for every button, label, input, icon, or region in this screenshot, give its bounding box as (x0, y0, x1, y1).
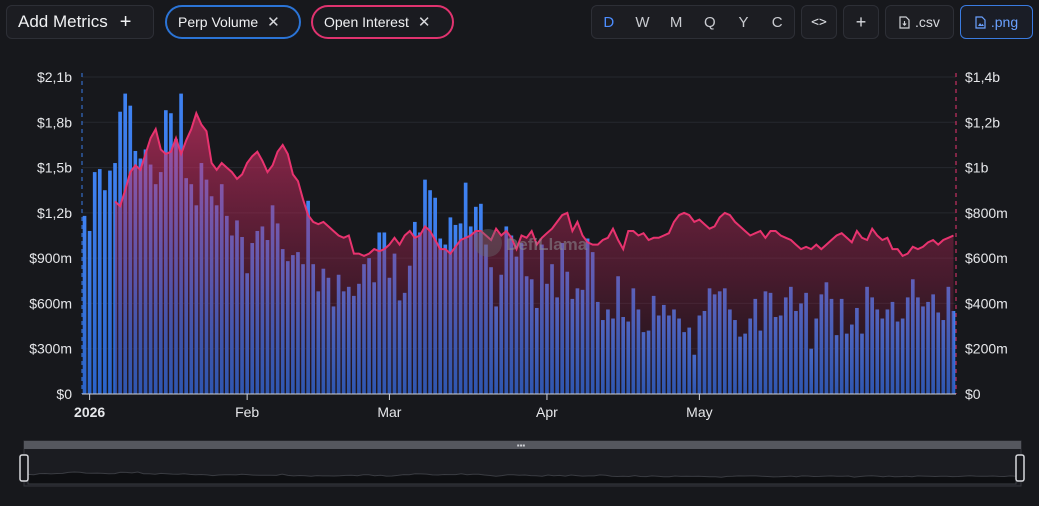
download-png-button[interactable]: .png (960, 5, 1033, 39)
plus-icon: + (119, 11, 132, 33)
add-metrics-button[interactable]: Add Metrics + (6, 5, 154, 39)
metric-pill-perp-volume[interactable]: Perp Volume ✕ (165, 5, 301, 39)
period-year[interactable]: Y (738, 13, 749, 31)
file-image-icon (975, 15, 986, 29)
period-day[interactable]: D (603, 13, 615, 31)
period-quarter[interactable]: Q (704, 13, 716, 31)
toolbar: Add Metrics + Perp Volume ✕ Open Interes… (0, 0, 1039, 44)
slider-handle-right[interactable] (1015, 454, 1025, 482)
add-chart-button[interactable]: + (843, 5, 879, 39)
download-csv-button[interactable]: .csv (885, 5, 954, 39)
file-download-icon (899, 15, 910, 29)
embed-button[interactable]: <> (801, 5, 837, 39)
add-metrics-label: Add Metrics (18, 12, 108, 31)
code-icon: <> (811, 14, 827, 30)
slider-preview-line (27, 471, 1017, 485)
period-month[interactable]: M (669, 13, 683, 31)
metric-pill-open-interest[interactable]: Open Interest ✕ (311, 5, 454, 39)
close-icon[interactable]: ✕ (417, 14, 431, 31)
csv-label: .csv (915, 14, 940, 30)
period-week[interactable]: W (635, 13, 650, 31)
metric-pill-label: Perp Volume (178, 14, 259, 30)
period-selector: D W M Q Y C (591, 5, 795, 39)
close-icon[interactable]: ✕ (267, 14, 280, 31)
slider-grip-icon[interactable]: ▪▪▪ (517, 441, 526, 450)
slider-handle-left[interactable] (19, 454, 29, 482)
png-label: .png (990, 14, 1019, 30)
period-cumulative[interactable]: C (771, 13, 783, 31)
slider-selection-bar[interactable] (24, 441, 1021, 449)
plus-icon: + (855, 11, 867, 32)
metric-pill-label: Open Interest (324, 14, 409, 30)
